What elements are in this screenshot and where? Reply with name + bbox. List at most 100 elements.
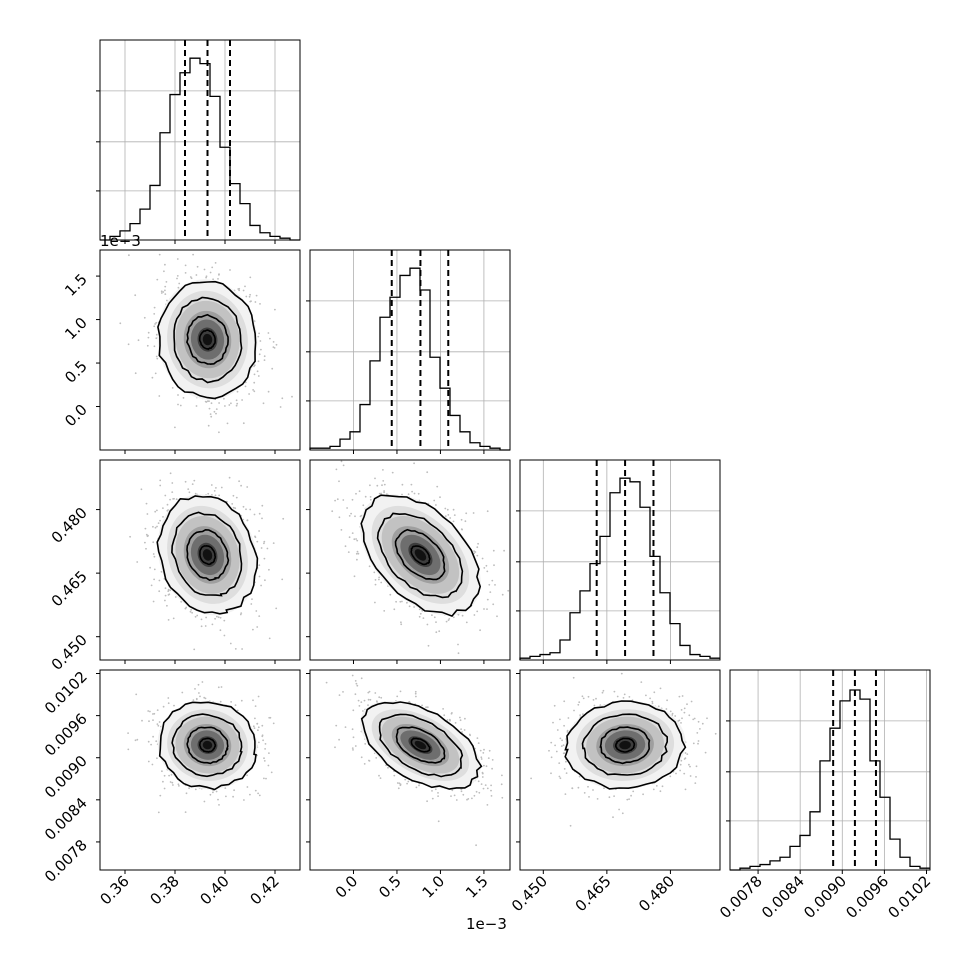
scatter-point — [457, 652, 460, 655]
scatter-point — [253, 381, 256, 384]
scatter-point — [351, 747, 354, 749]
scatter-point — [471, 797, 473, 800]
scatter-point — [425, 706, 427, 709]
scatter-point — [214, 617, 217, 620]
scatter-point — [150, 743, 153, 746]
density-shade — [202, 333, 213, 346]
contour-line — [158, 701, 257, 791]
scatter-point — [282, 517, 285, 520]
scatter-point — [253, 727, 256, 729]
scatter-point — [347, 551, 350, 553]
scatter-point — [144, 527, 147, 530]
contour-line — [157, 280, 257, 400]
scatter-point — [481, 776, 484, 778]
scatter-point — [160, 290, 163, 293]
density-shade — [414, 549, 427, 561]
scatter-point — [356, 684, 359, 687]
scatter-point — [267, 332, 270, 334]
scatter-point — [205, 401, 208, 403]
scatter-point — [166, 604, 168, 607]
scatter-point — [152, 713, 154, 715]
scatter-point — [223, 397, 225, 400]
scatter-point — [462, 793, 465, 796]
scatter-point — [189, 610, 192, 613]
scatter-point — [230, 402, 232, 405]
scatter-point — [379, 777, 382, 779]
scatter-point — [486, 570, 489, 573]
scatter-point — [354, 515, 356, 518]
scatter-point — [171, 491, 174, 493]
scatter-point — [223, 619, 226, 622]
scatter-point — [256, 540, 259, 543]
contour-line — [360, 494, 482, 618]
scatter-point — [272, 722, 275, 725]
scatter-point — [147, 331, 150, 334]
scatter-point — [153, 568, 156, 571]
scatter-point — [378, 576, 380, 579]
scatter-point — [127, 254, 130, 257]
scatter-point — [201, 681, 204, 683]
scatter-point — [464, 520, 467, 523]
scatter-point — [236, 402, 239, 405]
scatter-point — [386, 493, 388, 495]
histogram-panel — [306, 249, 511, 454]
scatter-point — [215, 790, 218, 793]
scatter-point — [335, 468, 338, 471]
scatter-point — [216, 615, 218, 618]
scatter-point — [162, 705, 165, 708]
scatter-point — [245, 295, 248, 298]
scatter-panel — [306, 459, 511, 664]
scatter-point — [376, 484, 379, 487]
scatter-point — [407, 493, 410, 496]
scatter-point — [184, 272, 187, 274]
scatter-point — [344, 726, 347, 728]
scatter-point — [340, 460, 343, 463]
scatter-point — [404, 778, 407, 781]
scatter-point — [263, 355, 266, 358]
scatter-point — [153, 345, 156, 348]
scatter-point — [435, 631, 438, 634]
panel-frame — [99, 249, 301, 451]
scatter-point — [415, 695, 417, 698]
contour-line — [171, 713, 243, 778]
panel-contents — [127, 681, 275, 814]
scatter-point — [234, 507, 237, 510]
scatter-point — [162, 291, 165, 293]
scatter-point — [473, 550, 475, 552]
scatter-point — [378, 492, 381, 495]
scatter-point — [369, 484, 371, 487]
scatter-point — [353, 538, 356, 541]
scatter-point — [184, 811, 187, 813]
scatter-point — [127, 732, 129, 734]
scatter-point — [213, 410, 216, 413]
scatter-point — [360, 701, 363, 703]
scatter-point — [214, 494, 217, 497]
scatter-point — [218, 494, 221, 497]
scatter-point — [156, 709, 159, 711]
scatter-point — [267, 390, 270, 393]
scatter-point — [210, 484, 213, 486]
scatter-point — [257, 695, 260, 698]
scatter-point — [129, 535, 132, 538]
scatter-point — [268, 568, 270, 571]
scatter-point — [164, 293, 167, 295]
scatter-point — [206, 400, 209, 402]
scatter-point — [153, 712, 156, 715]
scatter-point — [167, 697, 170, 699]
scatter-point — [270, 771, 273, 774]
scatter-point — [174, 426, 176, 429]
scatter-point — [417, 492, 420, 495]
scatter-point — [167, 702, 170, 705]
scatter-point — [254, 717, 256, 720]
scatter-point — [369, 698, 372, 701]
scatter-point — [338, 516, 341, 519]
scatter-point — [481, 557, 484, 560]
scatter-point — [348, 536, 351, 539]
scatter-point — [245, 508, 247, 511]
scatter-point — [258, 332, 260, 335]
scatter-point — [383, 483, 386, 486]
scatter-point — [263, 542, 265, 545]
scatter-point — [243, 799, 245, 801]
scatter-point — [209, 413, 212, 415]
scatter-point — [213, 490, 216, 492]
